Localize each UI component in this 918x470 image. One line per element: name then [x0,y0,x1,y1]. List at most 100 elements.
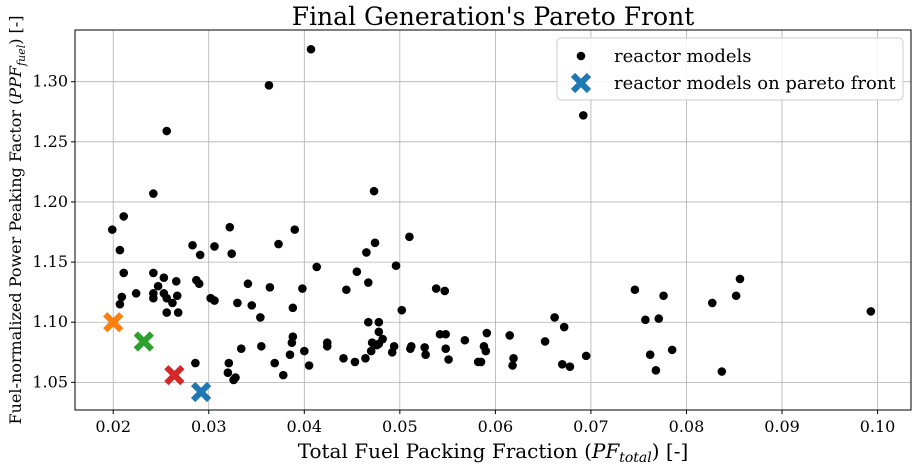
data-point [389,341,399,351]
data-point [173,308,183,317]
data-point [397,305,407,315]
data-point [278,370,288,380]
data-point [159,273,169,283]
data-point [247,301,257,310]
data-point [210,296,219,305]
pareto-marker-stroke [103,312,124,333]
data-point [265,283,275,292]
y-tick-label: 1.10 [32,312,68,331]
data-point [290,225,300,234]
legend-point-marker [576,51,586,61]
y-tick-label: 1.05 [32,372,68,391]
data-point [257,341,266,351]
y-tick-label: 1.30 [32,72,68,91]
x-axis-label: Total Fuel Packing Fraction (PFtotal) [-… [298,439,689,466]
data-point [557,360,567,369]
data-point [225,222,235,232]
data-point [444,355,453,364]
data-point [162,126,172,136]
data-point [270,358,279,368]
data-point [231,373,240,382]
pareto-point [133,331,154,352]
data-point [505,331,515,340]
data-point [233,298,242,308]
data-point [119,212,129,221]
pareto-points [103,312,212,403]
data-point [374,327,384,337]
data-point [153,281,163,291]
data-point [420,343,429,352]
data-point [441,344,451,353]
data-point [119,268,129,278]
x-tick-label: 0.03 [191,417,227,436]
legend-box [556,37,904,101]
data-point [460,335,470,345]
pareto-marker-stroke [570,72,592,94]
pareto-marker-stroke [164,365,185,386]
data-point [236,344,246,353]
legend-pareto-marker [570,72,592,94]
data-point [559,322,569,332]
data-point [641,315,650,325]
data-point [243,279,253,289]
data-point [115,245,125,255]
x-tick-label: 0.04 [286,417,322,436]
data-point [476,357,486,367]
x-tick-label: 0.08 [669,417,705,436]
data-point [285,350,295,359]
pareto-marker-stroke [133,331,154,352]
data-point [717,367,727,376]
data-point [369,186,379,196]
x-tick-label: 0.07 [573,417,609,436]
data-point [194,279,204,289]
data-point [630,285,640,295]
data-point [162,293,172,303]
data-point [131,289,141,298]
data-point [364,317,373,327]
y-tick-label: 1.20 [32,192,68,211]
data-point [578,111,588,120]
data-point [322,338,332,347]
data-point [298,284,307,293]
data-point [188,240,197,250]
data-point [481,346,491,356]
data-point [210,242,219,251]
data-point [191,358,200,368]
data-point [115,299,125,309]
data-point [312,262,322,272]
data-point [866,307,876,316]
data-point [171,277,181,286]
data-point [361,353,370,363]
data-points [107,44,876,385]
x-tick-label: 0.09 [764,417,800,436]
data-point [581,351,591,361]
data-point [366,346,376,356]
data-point [256,313,265,322]
data-point [509,353,518,363]
data-point [288,303,298,313]
data-point [168,298,177,308]
y-tick-label: 1.15 [32,252,68,271]
x-tick-label: 0.10 [860,417,896,436]
data-point [735,274,745,284]
data-point [731,291,741,301]
data-point [482,328,492,338]
data-point [374,317,384,327]
pareto-marker-stroke [190,381,212,403]
legend: reactor models reactor models on pareto f… [556,37,904,101]
pareto-point [103,312,124,333]
data-point [565,362,575,372]
data-point [667,345,677,355]
data-point [107,225,117,234]
data-point [431,284,441,293]
data-point [162,308,172,317]
data-point [364,278,373,287]
legend-label-reactor-models: reactor models [614,46,752,67]
data-point [707,298,717,308]
y-axis-label: Fuel-normalized Power Peaking Factor (PP… [6,16,28,425]
legend-label-pareto-front: reactor models on pareto front [614,73,896,94]
data-point [352,267,362,277]
data-point [339,353,348,363]
data-point [274,239,283,249]
